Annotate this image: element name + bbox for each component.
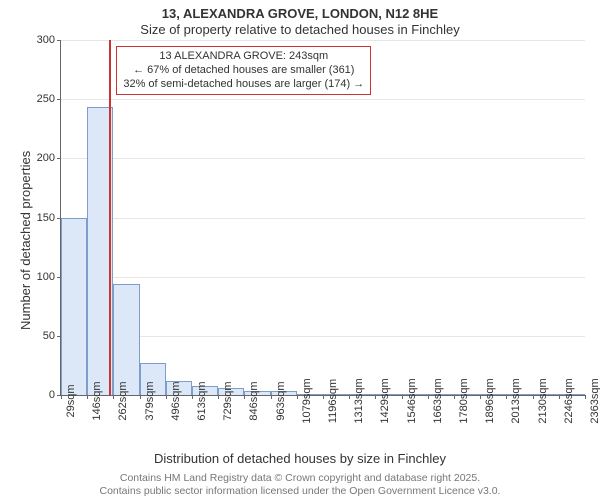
- x-tick-mark: [480, 395, 481, 399]
- y-gridline: [61, 277, 585, 278]
- y-tick-label: 50: [43, 330, 55, 342]
- x-tick-label: 729sqm: [222, 381, 234, 420]
- chart-title-main: 13, ALEXANDRA GROVE, LONDON, N12 8HE: [0, 6, 600, 21]
- x-tick-mark: [533, 395, 534, 399]
- x-tick-label: 1429sqm: [379, 378, 391, 423]
- annotation-line: ← 67% of detached houses are smaller (36…: [123, 64, 364, 78]
- x-tick-mark: [506, 395, 507, 399]
- x-tick-mark: [140, 395, 141, 399]
- x-tick-label: 146sqm: [91, 381, 103, 420]
- x-tick-mark: [61, 395, 62, 399]
- x-tick-label: 262sqm: [117, 381, 129, 420]
- annotation-line: 32% of semi-detached houses are larger (…: [123, 78, 364, 92]
- x-tick-mark: [271, 395, 272, 399]
- x-tick-mark: [375, 395, 376, 399]
- x-tick-mark: [297, 395, 298, 399]
- x-tick-label: 2013sqm: [510, 378, 522, 423]
- annotation-box: 13 ALEXANDRA GROVE: 243sqm← 67% of detac…: [116, 46, 371, 95]
- subject-marker-line: [109, 40, 111, 395]
- x-tick-mark: [218, 395, 219, 399]
- credit-line-1: Contains HM Land Registry data © Crown c…: [0, 472, 600, 485]
- x-tick-label: 1546sqm: [406, 378, 418, 423]
- y-tick-label: 200: [37, 152, 55, 164]
- x-axis-label: Distribution of detached houses by size …: [0, 451, 600, 466]
- x-tick-mark: [428, 395, 429, 399]
- x-tick-mark: [454, 395, 455, 399]
- histogram-bar: [113, 284, 139, 395]
- annotation-line: 13 ALEXANDRA GROVE: 243sqm: [123, 50, 364, 64]
- x-tick-label: 2363sqm: [589, 378, 600, 423]
- x-tick-mark: [166, 395, 167, 399]
- x-tick-label: 1196sqm: [327, 379, 339, 423]
- y-gridline: [61, 218, 585, 219]
- x-tick-mark: [244, 395, 245, 399]
- y-gridline: [61, 99, 585, 100]
- y-gridline: [61, 40, 585, 41]
- y-tick-mark: [57, 99, 61, 100]
- x-tick-mark: [349, 395, 350, 399]
- y-axis-label: Number of detached properties: [18, 151, 33, 330]
- credit-line-2: Contains public sector information licen…: [0, 485, 600, 498]
- y-tick-label: 150: [37, 212, 55, 224]
- x-tick-label: 496sqm: [170, 381, 182, 420]
- plot-area: 05010015020025030029sqm146sqm262sqm379sq…: [60, 40, 585, 396]
- x-tick-label: 2130sqm: [537, 378, 549, 423]
- x-tick-label: 2246sqm: [563, 378, 575, 423]
- x-tick-label: 29sqm: [65, 384, 77, 417]
- x-tick-mark: [323, 395, 324, 399]
- y-gridline: [61, 336, 585, 337]
- y-tick-mark: [57, 158, 61, 159]
- x-tick-mark: [192, 395, 193, 399]
- x-tick-label: 1079sqm: [301, 378, 313, 423]
- y-tick-label: 250: [37, 93, 55, 105]
- x-tick-label: 1313sqm: [353, 378, 365, 423]
- x-tick-label: 613sqm: [196, 381, 208, 420]
- x-tick-label: 963sqm: [275, 381, 287, 420]
- x-tick-label: 1780sqm: [458, 378, 470, 423]
- x-tick-mark: [585, 395, 586, 399]
- y-tick-mark: [57, 40, 61, 41]
- x-tick-mark: [559, 395, 560, 399]
- x-tick-mark: [113, 395, 114, 399]
- x-tick-label: 379sqm: [144, 381, 156, 420]
- chart-container: 13, ALEXANDRA GROVE, LONDON, N12 8HE Siz…: [0, 0, 600, 500]
- x-tick-mark: [402, 395, 403, 399]
- y-tick-label: 0: [49, 389, 55, 401]
- credits: Contains HM Land Registry data © Crown c…: [0, 472, 600, 498]
- chart-title-sub: Size of property relative to detached ho…: [0, 22, 600, 37]
- y-gridline: [61, 158, 585, 159]
- y-tick-label: 300: [37, 34, 55, 46]
- x-tick-label: 1663sqm: [432, 378, 444, 423]
- y-tick-label: 100: [37, 271, 55, 283]
- x-tick-mark: [87, 395, 88, 399]
- x-tick-label: 846sqm: [248, 381, 260, 420]
- x-tick-label: 1896sqm: [484, 378, 496, 423]
- histogram-bar: [61, 218, 87, 396]
